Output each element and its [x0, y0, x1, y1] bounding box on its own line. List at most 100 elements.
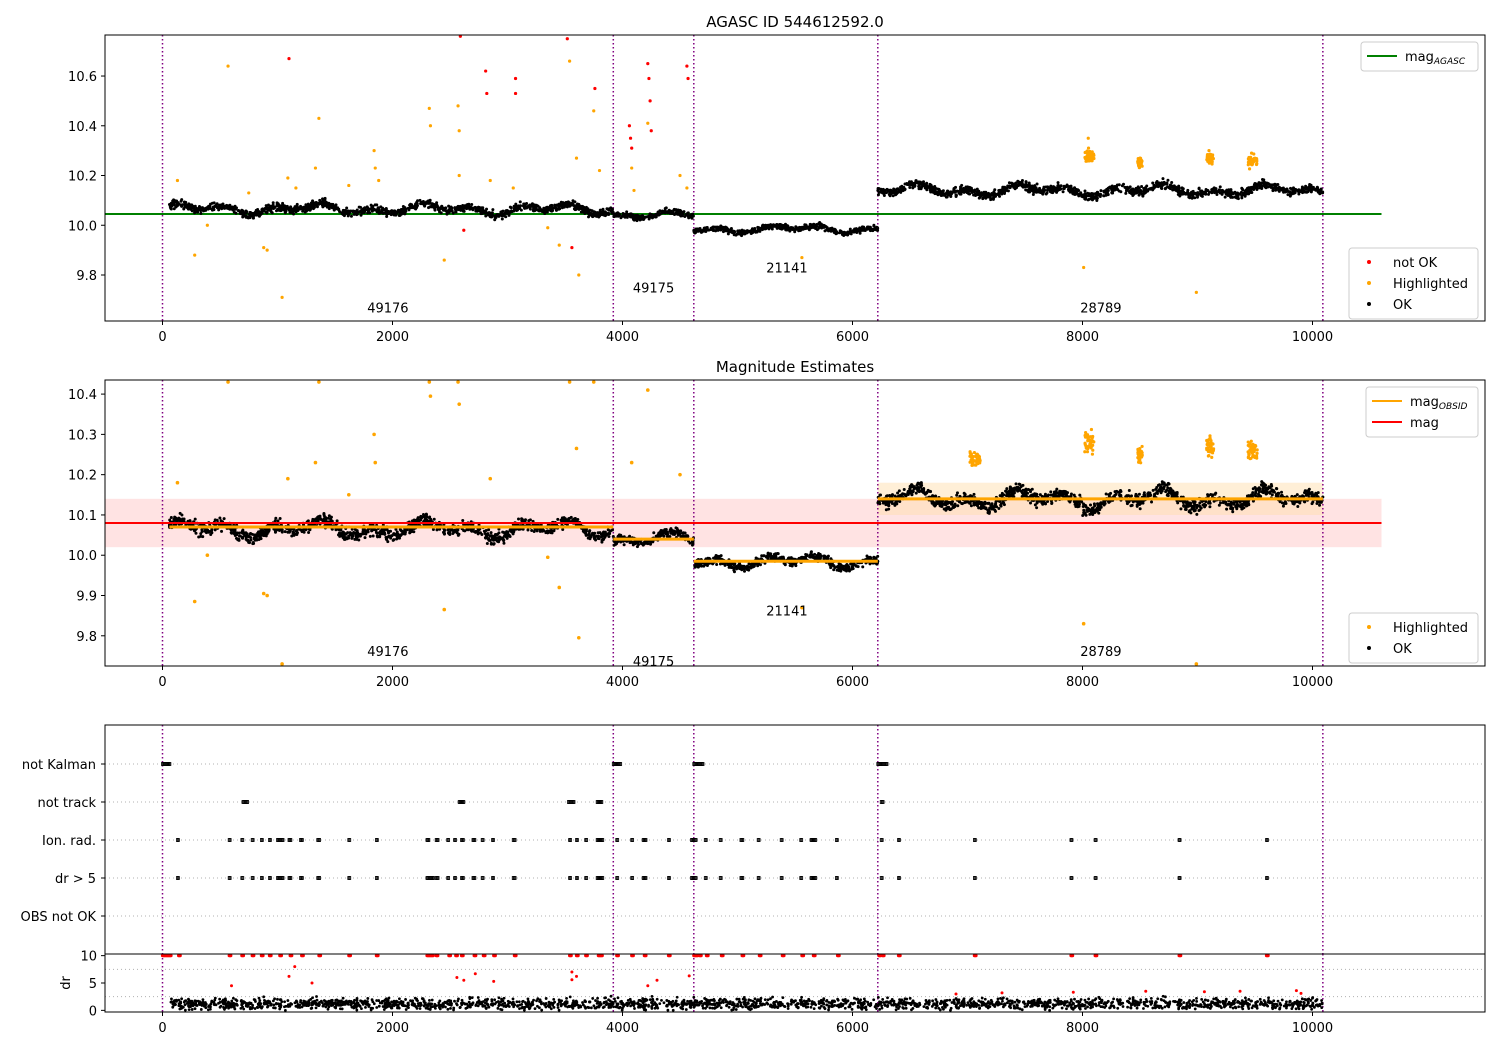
ok-point: [253, 211, 257, 215]
ok-point: [318, 514, 322, 518]
ok-point: [739, 229, 743, 233]
ok-point: [515, 209, 519, 213]
ok-point: [734, 233, 738, 237]
highlighted-point: [1254, 162, 1259, 167]
ok-point: [493, 538, 497, 542]
ok-point: [913, 184, 917, 188]
ok-point: [1042, 185, 1046, 189]
ok-point: [715, 562, 719, 566]
highlighted-point: [1254, 157, 1258, 161]
ok-point: [447, 209, 451, 213]
ok-point: [1260, 186, 1264, 190]
ok-point: [702, 229, 706, 233]
ok-point: [964, 186, 968, 190]
ok-point: [1024, 180, 1028, 184]
ok-point: [357, 205, 361, 209]
ok-point: [1190, 192, 1194, 196]
ok-point: [460, 206, 464, 210]
ok-point: [527, 519, 531, 523]
ok-point: [313, 518, 317, 522]
ok-point: [1155, 179, 1159, 183]
ok-point: [345, 209, 349, 213]
ok-point: [227, 207, 231, 211]
highlighted-point: [592, 109, 596, 113]
ok-point: [335, 519, 339, 523]
ok-point: [603, 211, 607, 215]
ok-point: [234, 206, 238, 210]
ok-point: [1145, 184, 1149, 188]
ok-point: [775, 226, 779, 230]
ok-point: [284, 209, 288, 213]
ok-point: [329, 202, 333, 206]
ok-point: [542, 209, 546, 213]
ok-point: [396, 532, 400, 536]
highlighted-point: [630, 166, 634, 170]
ok-point: [360, 211, 364, 215]
ok-point: [598, 210, 602, 214]
ok-point: [557, 205, 561, 209]
ok-point: [965, 191, 969, 195]
ok-point: [1271, 186, 1275, 190]
ok-point: [580, 207, 584, 211]
ok-point: [517, 206, 521, 210]
ok-point: [1037, 188, 1041, 192]
ok-point: [199, 211, 203, 215]
ok-point: [954, 193, 958, 197]
ok-point: [1091, 193, 1095, 197]
highlighted-point: [511, 186, 515, 190]
ok-point: [1308, 187, 1312, 191]
ok-point: [1061, 190, 1065, 194]
x-tick-label: 4000: [606, 330, 639, 345]
ok-point: [293, 205, 297, 209]
y-tick-label: 9.8: [76, 269, 97, 284]
ok-point: [885, 191, 889, 195]
ok-point: [522, 204, 526, 208]
ok-point: [320, 199, 324, 203]
ok-point: [720, 225, 724, 229]
ok-point: [285, 204, 289, 208]
ok-point: [648, 216, 652, 220]
ok-point: [501, 530, 505, 534]
legend-label: Highlighted: [1393, 277, 1468, 292]
not-ok-point: [649, 129, 653, 133]
ok-point: [1292, 187, 1296, 191]
ok-point: [373, 208, 377, 212]
ok-point: [456, 204, 460, 208]
ok-point: [363, 209, 367, 213]
ok-point: [179, 203, 183, 207]
ok-point: [385, 215, 389, 219]
ok-point: [345, 206, 349, 210]
ok-point: [1094, 194, 1098, 198]
ok-point: [309, 204, 313, 208]
ok-point: [981, 192, 985, 196]
ok-point: [637, 542, 641, 546]
ok-point: [583, 529, 587, 533]
highlighted-point: [1211, 153, 1215, 157]
ok-point: [1181, 187, 1185, 191]
not-ok-point: [686, 76, 690, 81]
ok-point: [1270, 183, 1274, 187]
ok-point: [226, 204, 230, 208]
ok-point: [1119, 190, 1123, 194]
ok-point: [1015, 182, 1019, 186]
highlighted-point: [1194, 290, 1198, 294]
ok-point: [299, 528, 303, 532]
magnitude-estimates-panel: Magnitude Estimates 49176491752114128789…: [68, 358, 1486, 690]
ok-point: [928, 182, 932, 186]
ok-point: [876, 193, 880, 197]
ok-point: [396, 208, 400, 212]
ok-point: [506, 534, 510, 538]
ok-point: [341, 530, 345, 534]
ok-point: [1161, 177, 1165, 181]
ok-point: [327, 207, 331, 211]
ok-point: [363, 536, 367, 540]
highlighted-point: [1086, 156, 1091, 160]
ok-point: [736, 229, 740, 233]
ok-point: [1301, 191, 1305, 195]
ok-point: [392, 538, 396, 542]
ok-point: [741, 231, 745, 235]
ok-point: [281, 205, 285, 209]
ok-point: [1262, 184, 1266, 188]
ok-point: [1069, 184, 1073, 188]
ok-point: [1236, 195, 1240, 199]
